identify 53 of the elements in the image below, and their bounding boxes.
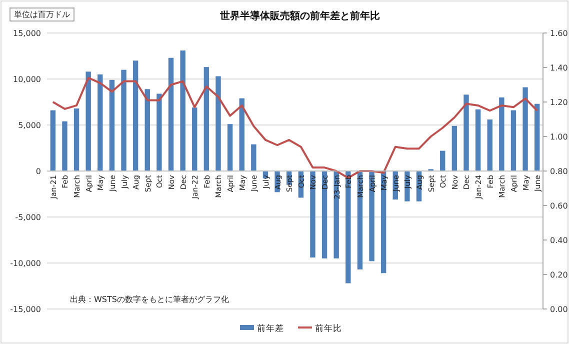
y2-tick-label: 0.60 [550, 202, 568, 210]
bar [216, 76, 221, 171]
y2-tick-label: 1.60 [550, 29, 568, 38]
y2-tick-label: 0.80 [550, 167, 568, 176]
y-tick-label: -10,000 [10, 259, 41, 268]
bar [499, 97, 504, 171]
bar [227, 124, 233, 171]
bar [310, 171, 316, 258]
y2-tick-label: 0.20 [550, 270, 568, 280]
bar [180, 50, 186, 171]
y-tick-label: -5,000 [15, 213, 41, 222]
bar [121, 70, 126, 171]
annotation: 出典：WSTSの数字をもとに筆者がグラフ化 [70, 295, 229, 304]
bar [86, 72, 91, 171]
bar [62, 121, 68, 171]
bar [204, 67, 210, 171]
y2-tick-label: 1.40 [550, 64, 568, 72]
y-tick-label: 5,000 [18, 121, 41, 130]
bar [487, 119, 492, 171]
bar [50, 110, 56, 171]
text: 単位は百万ドル [14, 10, 70, 19]
bar [109, 80, 115, 171]
bar [156, 94, 162, 171]
bar [452, 126, 458, 171]
y-tick-label: 10,000 [13, 75, 41, 84]
y2-tick-label: 0.40 [550, 236, 568, 245]
bar [440, 150, 446, 171]
bar [251, 144, 256, 171]
bar [144, 89, 150, 171]
bar [98, 74, 103, 171]
bar [475, 109, 481, 171]
bar [74, 108, 80, 171]
legend-label: 前年差 [257, 323, 284, 334]
legend-label: 前年比 [315, 323, 342, 334]
legend-前年差: 前年差 [240, 324, 284, 334]
bar [239, 98, 244, 171]
y2-tick-label: 1.20 [550, 98, 568, 107]
chart-title: 世界半導体販売額の前年差と前年比 [219, 10, 380, 22]
bar [510, 110, 516, 171]
bar [168, 58, 174, 171]
bar [192, 108, 198, 171]
bar [132, 60, 138, 171]
legend-前年比: 前年比 [298, 324, 342, 334]
bar [464, 94, 469, 171]
bar [534, 104, 540, 171]
bar [334, 171, 339, 258]
y-tick-label: 0 [36, 167, 41, 176]
bar [522, 87, 528, 171]
y-tick-label: -15,000 [10, 305, 41, 314]
y2-tick-label: 0.00 [550, 305, 568, 314]
bar [369, 171, 374, 262]
y-tick-label: 15,000 [13, 29, 41, 38]
y2-tick-label: 1.00 [550, 132, 568, 142]
